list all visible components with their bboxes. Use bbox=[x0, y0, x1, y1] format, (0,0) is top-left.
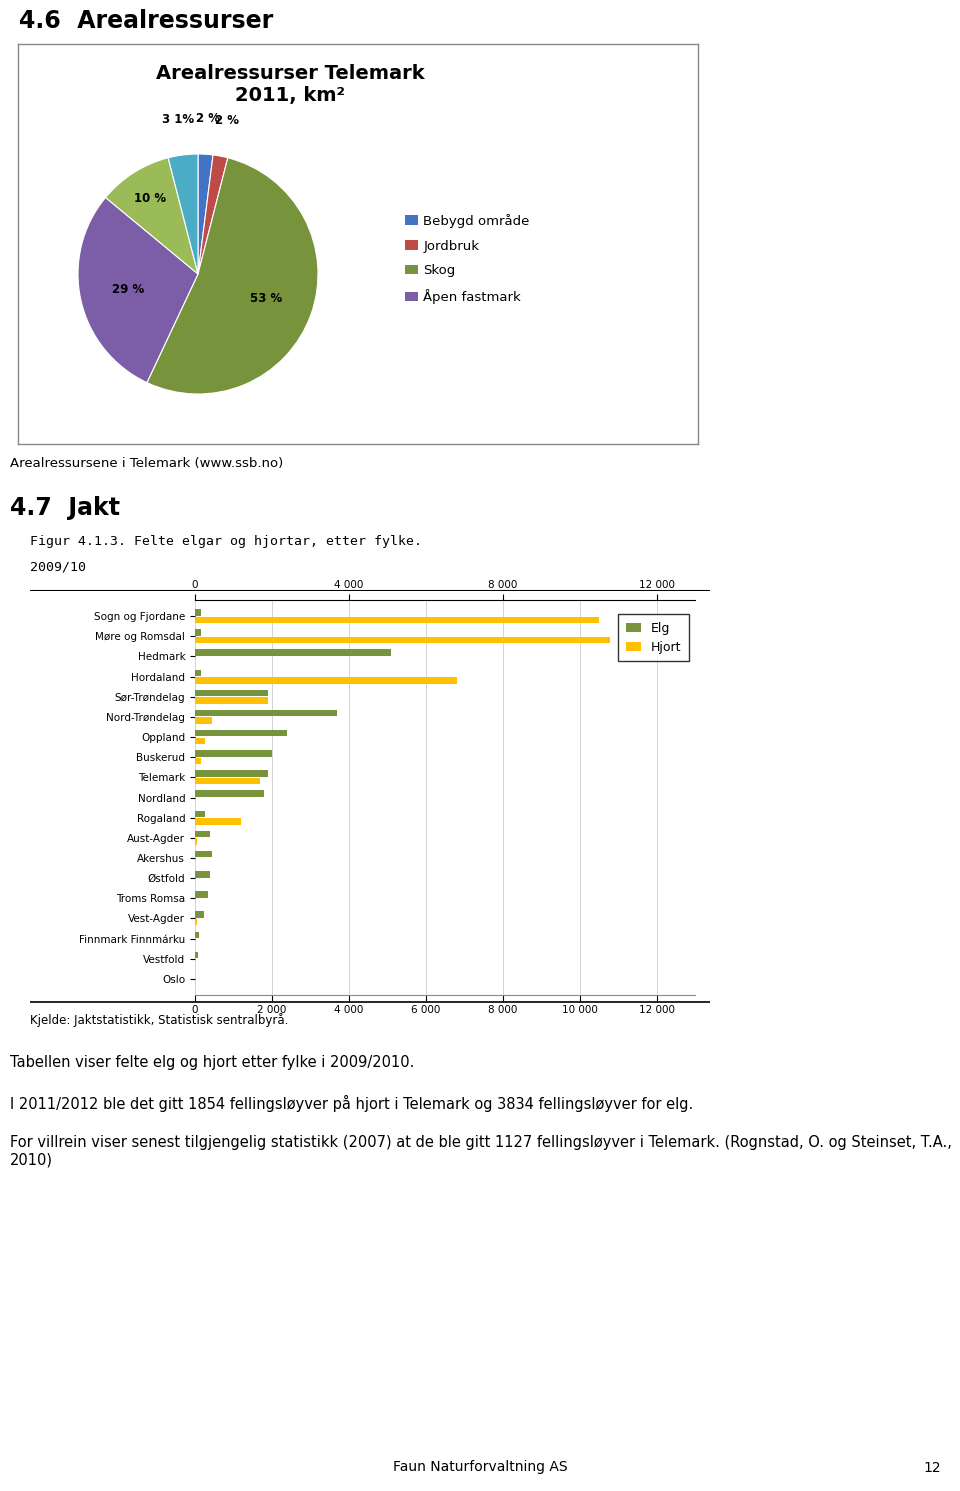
Bar bbox=[195, 738, 204, 744]
Wedge shape bbox=[168, 154, 198, 274]
Bar bbox=[195, 932, 200, 938]
Wedge shape bbox=[147, 158, 318, 394]
Bar bbox=[195, 717, 212, 725]
Wedge shape bbox=[78, 197, 198, 383]
Wedge shape bbox=[198, 155, 228, 274]
Bar bbox=[195, 650, 391, 656]
Bar bbox=[195, 690, 268, 696]
Text: Tabellen viser felte elg og hjort etter fylke i 2009/2010.: Tabellen viser felte elg og hjort etter … bbox=[10, 1056, 415, 1071]
Wedge shape bbox=[198, 154, 213, 274]
Bar bbox=[195, 669, 201, 675]
Text: Kjelde: Jaktstatistikk, Statistisk sentralbyrå.: Kjelde: Jaktstatistikk, Statistisk sentr… bbox=[30, 1012, 288, 1027]
Text: Faun Naturforvaltning AS: Faun Naturforvaltning AS bbox=[393, 1461, 567, 1475]
Bar bbox=[195, 731, 287, 737]
Bar bbox=[195, 608, 201, 616]
Text: 12: 12 bbox=[923, 1461, 941, 1475]
Bar bbox=[195, 771, 268, 777]
Text: For villrein viser senest tilgjengelig statistikk (2007) at de ble gitt 1127 fel: For villrein viser senest tilgjengelig s… bbox=[10, 1135, 952, 1167]
Bar bbox=[195, 811, 205, 817]
Bar bbox=[195, 617, 599, 623]
Bar bbox=[195, 698, 268, 704]
Text: 53 %: 53 % bbox=[250, 292, 282, 304]
Text: 4.7  Jakt: 4.7 Jakt bbox=[10, 497, 120, 520]
Text: 2009/10: 2009/10 bbox=[30, 561, 86, 573]
Legend: Elg, Hjort: Elg, Hjort bbox=[618, 614, 688, 662]
Bar bbox=[195, 677, 457, 684]
Wedge shape bbox=[106, 158, 198, 274]
Text: Arealressurser Telemark
2011, km²: Arealressurser Telemark 2011, km² bbox=[156, 64, 424, 104]
Text: 2 %: 2 % bbox=[196, 112, 220, 125]
Bar bbox=[195, 629, 201, 635]
Bar bbox=[195, 778, 260, 784]
Text: 4.6  Arealressurser: 4.6 Arealressurser bbox=[19, 9, 274, 33]
Text: I 2011/2012 ble det gitt 1854 fellingsløyver på hjort i Telemark og 3834 felling: I 2011/2012 ble det gitt 1854 fellingslø… bbox=[10, 1094, 693, 1112]
Bar bbox=[195, 750, 272, 756]
Text: 10 %: 10 % bbox=[133, 191, 166, 204]
Text: 29 %: 29 % bbox=[111, 283, 144, 297]
Text: Arealressursene i Telemark (www.ssb.no): Arealressursene i Telemark (www.ssb.no) bbox=[10, 458, 283, 471]
Legend: Bebygd område, Jordbruk, Skog, Åpen fastmark: Bebygd område, Jordbruk, Skog, Åpen fast… bbox=[399, 209, 535, 310]
Bar bbox=[195, 819, 241, 825]
Text: 2 %: 2 % bbox=[215, 115, 239, 127]
Bar bbox=[195, 851, 211, 857]
Bar bbox=[195, 830, 209, 838]
Bar bbox=[195, 951, 199, 959]
Bar bbox=[195, 918, 197, 926]
Text: 3 1%: 3 1% bbox=[162, 113, 195, 125]
Bar bbox=[195, 710, 337, 716]
Bar bbox=[195, 637, 611, 643]
Bar bbox=[195, 790, 264, 796]
Bar bbox=[195, 757, 201, 765]
Bar bbox=[195, 911, 204, 918]
Text: Figur 4.1.3. Felte elgar og hjortar, etter fylke.: Figur 4.1.3. Felte elgar og hjortar, ett… bbox=[30, 535, 422, 549]
Bar bbox=[195, 892, 208, 898]
Bar bbox=[195, 871, 209, 878]
Bar bbox=[195, 838, 197, 845]
